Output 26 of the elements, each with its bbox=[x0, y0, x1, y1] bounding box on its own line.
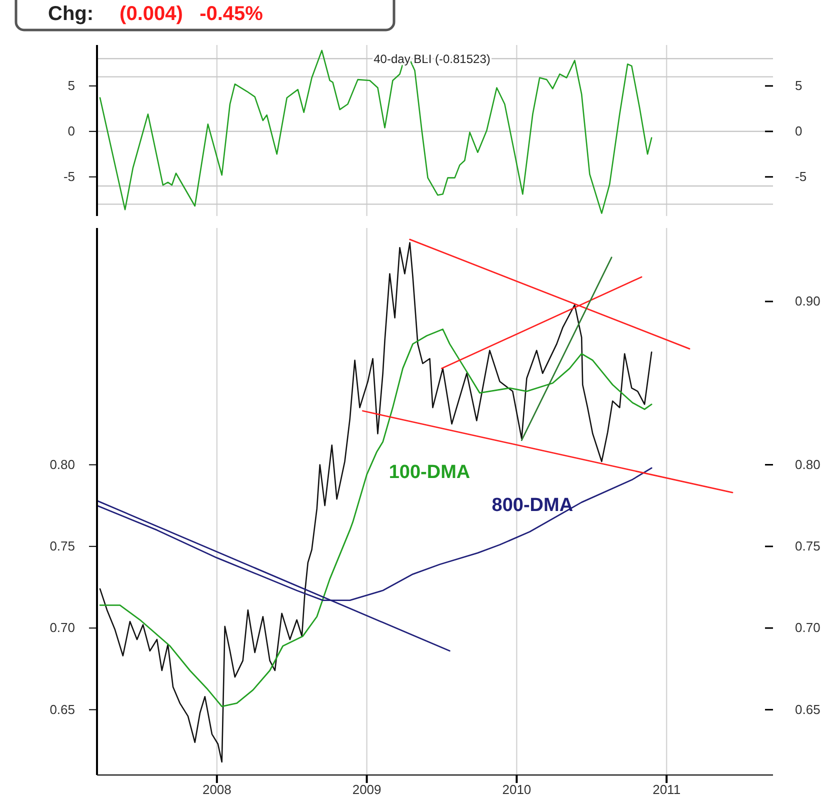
series-label: 100-DMA bbox=[388, 462, 470, 483]
y2-tick-label: 0.80 bbox=[795, 456, 820, 472]
text: (0.004) -0.45% bbox=[120, 3, 264, 25]
x-tick-label: 2010 bbox=[502, 782, 532, 798]
series-label: 800-DMA bbox=[492, 494, 574, 516]
line-series bbox=[99, 328, 652, 708]
x-tick-label: 2008 bbox=[202, 782, 232, 798]
x-tick-label: 2009 bbox=[352, 782, 382, 798]
y2-tick-label: 5 bbox=[795, 78, 802, 94]
y-tick-label: -5 bbox=[63, 169, 75, 184]
x-tick-label: 2011 bbox=[652, 782, 681, 798]
y-tick-label: 0.80 bbox=[50, 456, 75, 472]
y-tick-label: 5 bbox=[68, 78, 75, 94]
y-tick-label: 0.65 bbox=[50, 702, 75, 717]
y-tick-label: 0.70 bbox=[50, 620, 75, 636]
y-tick-label: 0.75 bbox=[50, 538, 75, 554]
y2-tick-label: 0.70 bbox=[795, 620, 820, 636]
y2-tick-label: 0.75 bbox=[795, 538, 820, 554]
y2-tick-label: -5 bbox=[795, 169, 807, 184]
y-tick-label: 0 bbox=[68, 124, 75, 139]
line-series bbox=[99, 242, 652, 763]
y2-tick-label: 0.65 bbox=[795, 702, 820, 717]
line-series bbox=[99, 50, 652, 214]
text: Chg: bbox=[48, 3, 94, 25]
y2-tick-label: 0.90 bbox=[795, 294, 820, 309]
y2-tick-label: 0 bbox=[795, 124, 802, 139]
